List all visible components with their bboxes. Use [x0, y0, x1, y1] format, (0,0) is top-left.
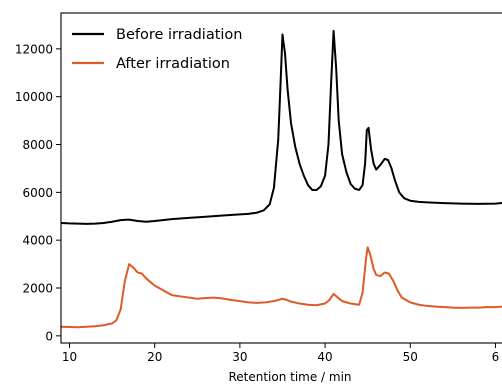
legend: Before irradiation After irradiation	[72, 27, 243, 72]
x-axis: 10 20 30 40 50 6	[62, 343, 499, 364]
series-line-1	[61, 246, 502, 329]
y-tick-label: 6000	[22, 186, 53, 200]
y-tick-label: 12000	[15, 42, 53, 56]
y-tick-label: 8000	[22, 138, 53, 152]
y-tick-label: 4000	[22, 234, 53, 248]
x-tick-label: 50	[403, 350, 418, 364]
y-axis: 0 2000 4000 6000 8000 10000 12000	[15, 42, 61, 343]
series-layer	[61, 29, 502, 329]
series-line-0	[61, 29, 502, 225]
legend-label-0: Before irradiation	[116, 27, 243, 43]
legend-label-1: After irradiation	[116, 56, 230, 72]
y-tick-label: 10000	[15, 90, 53, 104]
x-tick-label: 40	[317, 350, 332, 364]
y-tick-label: 2000	[22, 282, 53, 296]
x-tick-label: 20	[147, 350, 162, 364]
x-axis-label: Retention time / min	[228, 370, 351, 384]
plot-frame	[60, 12, 502, 344]
y-tick-label: 0	[45, 329, 53, 343]
x-tick-label: 10	[62, 350, 77, 364]
x-tick-label: 30	[232, 350, 247, 364]
x-tick-label: 6	[492, 350, 500, 364]
